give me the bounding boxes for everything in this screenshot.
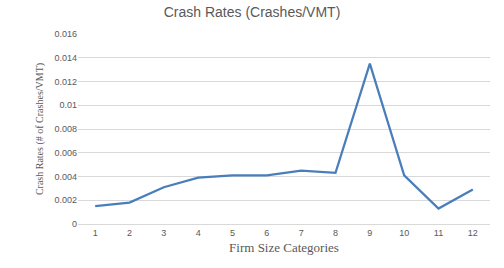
- svg-text:11: 11: [434, 228, 443, 238]
- svg-text:0.006: 0.006: [54, 148, 77, 158]
- svg-text:12: 12: [468, 228, 478, 238]
- svg-text:0: 0: [72, 219, 77, 229]
- svg-text:8: 8: [333, 228, 338, 238]
- svg-text:0.012: 0.012: [54, 77, 77, 87]
- svg-text:2: 2: [127, 228, 132, 238]
- svg-text:9: 9: [367, 228, 372, 238]
- svg-text:0.016: 0.016: [54, 29, 77, 39]
- svg-text:Crash Rates (Crashes/VMT): Crash Rates (Crashes/VMT): [164, 4, 341, 20]
- svg-text:0.002: 0.002: [54, 195, 77, 205]
- svg-text:3: 3: [161, 228, 166, 238]
- svg-text:7: 7: [299, 228, 304, 238]
- svg-text:0.01: 0.01: [59, 100, 77, 110]
- svg-text:10: 10: [399, 228, 409, 238]
- svg-text:0.008: 0.008: [54, 124, 77, 134]
- svg-text:5: 5: [230, 228, 235, 238]
- svg-text:4: 4: [196, 228, 201, 238]
- svg-text:Crash Rates (# of Crashes/VMT): Crash Rates (# of Crashes/VMT): [34, 63, 46, 195]
- svg-text:0.004: 0.004: [54, 172, 77, 182]
- svg-text:6: 6: [264, 228, 269, 238]
- svg-text:0.014: 0.014: [54, 53, 77, 63]
- svg-text:Firm Size Categories: Firm Size Categories: [229, 240, 339, 255]
- svg-text:1: 1: [93, 228, 98, 238]
